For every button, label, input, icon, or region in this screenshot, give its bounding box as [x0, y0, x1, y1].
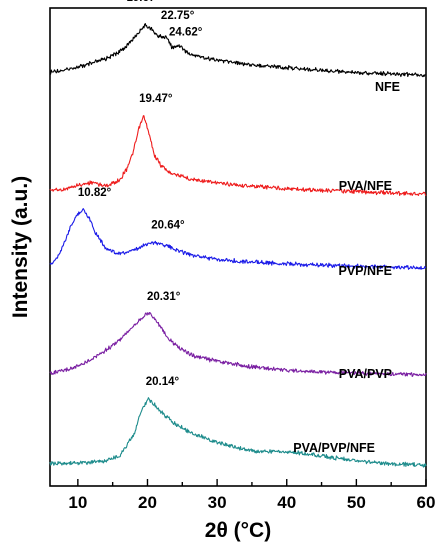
peak-label: 10.82°	[78, 187, 112, 199]
series-layer	[49, 23, 427, 468]
series-line-pva-nfe	[49, 115, 427, 196]
plot-frame	[49, 7, 427, 487]
x-tick-label: 30	[208, 493, 227, 512]
peak-label: 24.62°	[169, 27, 203, 39]
y-axis-title: Intensity (a.u.)	[9, 176, 32, 318]
series-line-pva-pvp	[49, 311, 427, 377]
series-line-nfe	[49, 23, 426, 78]
x-tick-label: 50	[347, 493, 366, 512]
series-line-pvp-nfe	[49, 208, 427, 270]
series-label: PVA/PVP	[339, 367, 392, 381]
peak-label: 22.75°	[161, 10, 195, 22]
peak-label: 20.31°	[147, 291, 181, 303]
x-axis-ticks: 10 20 30 40 50 60	[68, 479, 435, 512]
peak-label: 20.14°	[146, 376, 180, 388]
x-tick-label: 20	[138, 493, 157, 512]
x-tick-label: 40	[277, 493, 296, 512]
peak-label: 20.64°	[151, 219, 185, 231]
x-tick-label: 60	[417, 493, 436, 512]
x-tick-label: 10	[68, 493, 87, 512]
series-label: NFE	[375, 80, 400, 94]
series-line-pva-pvp-nfe	[49, 397, 427, 468]
series-label: PVA/NFE	[339, 179, 392, 193]
peak-label: 19.67°	[126, 0, 160, 4]
peak-label: 19.47°	[139, 93, 173, 105]
series-label: PVA/PVP/NFE	[293, 441, 375, 455]
x-axis-title: 2θ (°C)	[205, 519, 271, 542]
label-layer: NFE 19.67° 22.75° 24.62° PVA/NFE 19.47° PVP/NF…	[78, 0, 400, 455]
series-label: PVP/NFE	[339, 264, 393, 278]
